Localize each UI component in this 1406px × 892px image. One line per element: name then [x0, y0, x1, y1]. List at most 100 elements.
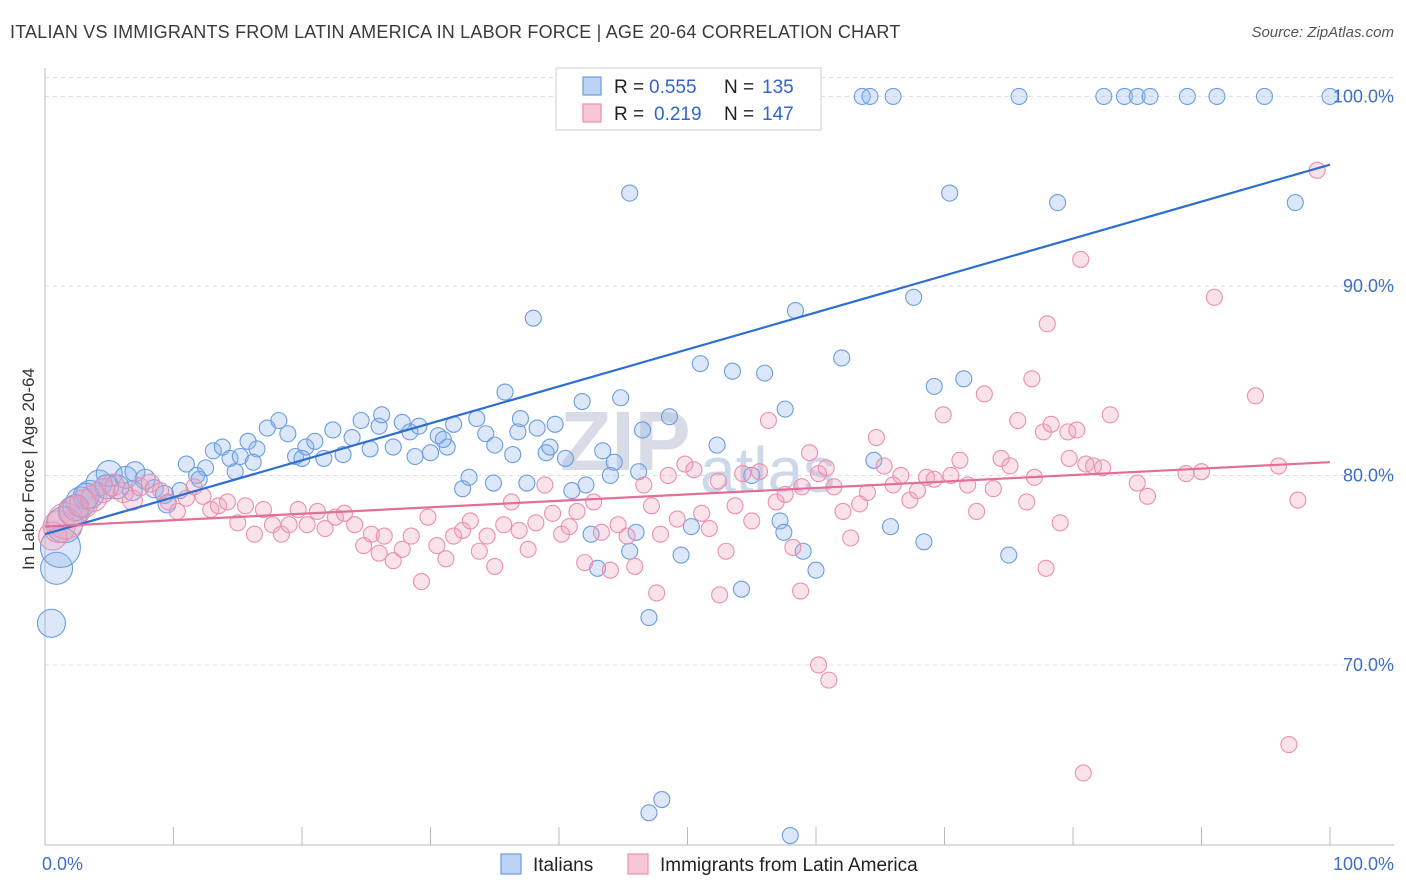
- latin-america-point-10: [130, 477, 150, 497]
- stats-legend: R = 0.555 N = 135 R = 0.219 N = 147: [555, 67, 822, 131]
- latin-america-point-89: [801, 444, 819, 462]
- source-credit: Source: ZipAtlas.com: [1251, 24, 1394, 41]
- latin-america-point-38: [375, 527, 393, 545]
- latin-america-point-62: [576, 554, 594, 572]
- latin-america-point-45: [437, 550, 455, 568]
- latin-america-point-88: [793, 478, 811, 496]
- latin-america-point-33: [335, 504, 353, 522]
- italians-point-74: [640, 804, 658, 822]
- latin-america-point-114: [1009, 411, 1027, 430]
- latin-america-point-119: [1051, 514, 1069, 532]
- legend-r-value-2: 0.219: [654, 104, 702, 125]
- italians-point-110: [1255, 87, 1274, 105]
- legend-r-label-2: R =: [614, 104, 644, 125]
- latin-america-point-135: [1192, 463, 1211, 481]
- legend-swatch-italians: [582, 76, 602, 96]
- italians-point-58: [546, 415, 564, 433]
- latin-america-point-70: [642, 497, 661, 515]
- latin-america-point-79: [717, 542, 735, 560]
- latin-america-point-130: [820, 671, 838, 689]
- latin-america-point-78: [709, 472, 727, 490]
- trend-lines: [44, 163, 1331, 536]
- latin-america-point-29: [298, 516, 316, 534]
- latin-america-point-73: [668, 510, 686, 528]
- italians-point-54: [511, 410, 530, 428]
- latin-america-point-111: [984, 480, 1002, 498]
- latin-america-point-20: [218, 493, 237, 511]
- italians-point-139: [484, 474, 503, 492]
- italians-point-56: [528, 419, 546, 437]
- latin-america-point-68: [626, 557, 644, 575]
- italians-point-0: [36, 608, 66, 638]
- latin-america-point-19: [209, 497, 228, 515]
- y-tick-label-2: 90.0%: [1343, 276, 1394, 296]
- italians-point-52: [496, 383, 514, 401]
- latin-america-point-105: [934, 406, 952, 424]
- trend-line-italians: [44, 163, 1331, 536]
- italians-point-77: [691, 355, 709, 373]
- italians-point-107: [1115, 87, 1133, 105]
- italians-point-97: [955, 370, 973, 388]
- latin-america-point-74: [676, 455, 694, 473]
- latin-america-point-58: [544, 504, 562, 522]
- latin-america-point-30: [308, 502, 326, 521]
- latin-america-point-110: [975, 385, 993, 403]
- latin-america-point-43: [419, 508, 437, 526]
- italians-point-142: [605, 453, 623, 471]
- bottom-legend-label-italians: Italians: [533, 855, 593, 876]
- latin-america-point-55: [519, 540, 537, 558]
- latin-america-point-94: [842, 529, 860, 547]
- latin-america-point-83: [750, 463, 769, 481]
- italians-point-51: [486, 436, 504, 454]
- latin-america-point-133: [1138, 487, 1157, 505]
- latin-america-point-93: [834, 502, 852, 521]
- latin-america-point-34: [346, 516, 364, 534]
- latin-america-point-124: [1094, 459, 1112, 477]
- italians-point-38: [373, 406, 391, 424]
- italians-point-19: [204, 442, 222, 460]
- italians-point-86: [775, 523, 793, 541]
- latin-america-point-82: [743, 512, 761, 530]
- italians-point-137: [406, 447, 424, 466]
- x-tick-label-0: 0.0%: [42, 854, 83, 874]
- latin-america-point-128: [792, 582, 810, 600]
- italians-point-50: [477, 425, 495, 443]
- trend-line-latin-america: [44, 461, 1331, 528]
- latin-america-point-75: [685, 461, 703, 479]
- latin-america-point-145: [1074, 764, 1092, 782]
- y-axis-label: In Labor Force | Age 20-64: [19, 368, 38, 570]
- italians-point-109: [1141, 87, 1159, 105]
- y-tick-label-3: 100.0%: [1333, 86, 1394, 106]
- italians-point-93: [905, 288, 923, 306]
- italians-point-104: [884, 87, 902, 105]
- italians-point-85: [776, 400, 794, 418]
- italians-point-21: [221, 449, 239, 467]
- latin-america-point-6: [90, 478, 116, 504]
- latin-america-point-39: [384, 552, 402, 570]
- italians-point-66: [601, 466, 619, 485]
- latin-america-point-67: [618, 527, 636, 545]
- italians-point-138: [434, 430, 452, 448]
- italians-point-76: [682, 518, 700, 536]
- latin-america-point-40: [393, 540, 411, 558]
- legend-r-value-1: 0.555: [649, 77, 697, 98]
- latin-america-point-24: [254, 501, 273, 519]
- italians-point-98: [1000, 546, 1018, 564]
- latin-america-point-77: [700, 519, 718, 538]
- latin-america-point-31: [316, 519, 334, 538]
- italians-point-39: [384, 438, 402, 456]
- latin-america-point-25: [263, 516, 281, 534]
- italians-point-49: [468, 410, 486, 428]
- italians-point-94: [915, 533, 933, 551]
- italians-point-65: [594, 442, 612, 460]
- x-tick-labels: 0.0% 100.0%: [42, 854, 1394, 874]
- italians-point-59: [556, 449, 574, 467]
- italians-point-24: [248, 440, 266, 458]
- latin-america-point-50: [478, 527, 496, 545]
- latin-america-point-137: [1246, 387, 1265, 405]
- italians-point-35: [352, 411, 370, 430]
- italians-point-95: [925, 377, 943, 395]
- italians-point-48: [460, 468, 478, 486]
- latin-america-point-109: [968, 502, 986, 521]
- x-tick-label-1: 100.0%: [1333, 854, 1394, 874]
